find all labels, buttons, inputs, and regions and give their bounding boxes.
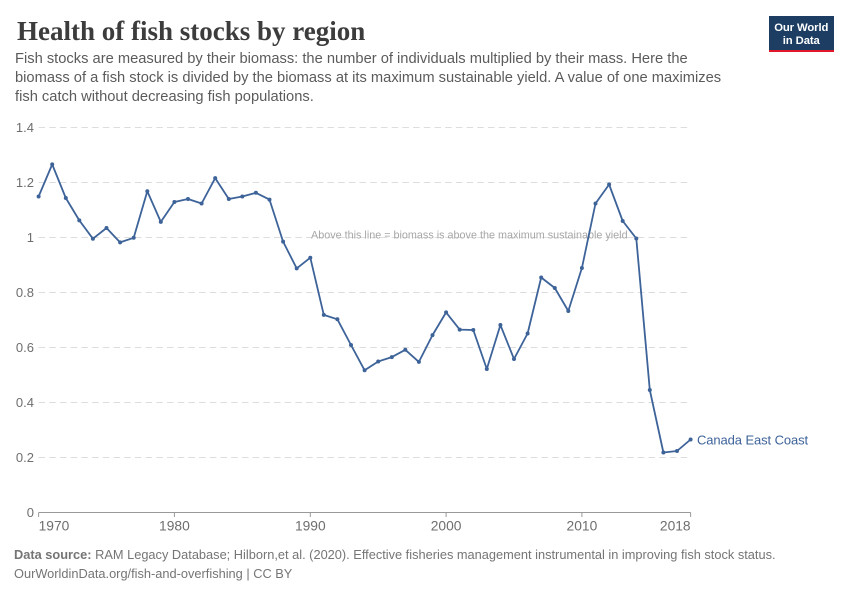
svg-text:1980: 1980 xyxy=(159,519,190,534)
svg-text:Canada East Coast: Canada East Coast xyxy=(697,433,809,448)
svg-text:1.2: 1.2 xyxy=(16,175,34,190)
svg-text:2000: 2000 xyxy=(431,519,462,534)
svg-text:0: 0 xyxy=(27,505,34,520)
svg-text:1.4: 1.4 xyxy=(16,120,34,135)
svg-text:0.4: 0.4 xyxy=(16,395,34,410)
svg-text:2010: 2010 xyxy=(567,519,598,534)
svg-text:1: 1 xyxy=(27,230,34,245)
svg-text:1990: 1990 xyxy=(295,519,326,534)
svg-text:1970: 1970 xyxy=(39,519,70,534)
svg-text:0.8: 0.8 xyxy=(16,285,34,300)
svg-text:Above this line = biomass is a: Above this line = biomass is above the m… xyxy=(311,230,628,242)
svg-text:2018: 2018 xyxy=(660,519,691,534)
svg-text:0.2: 0.2 xyxy=(16,450,34,465)
svg-text:0.6: 0.6 xyxy=(16,340,34,355)
